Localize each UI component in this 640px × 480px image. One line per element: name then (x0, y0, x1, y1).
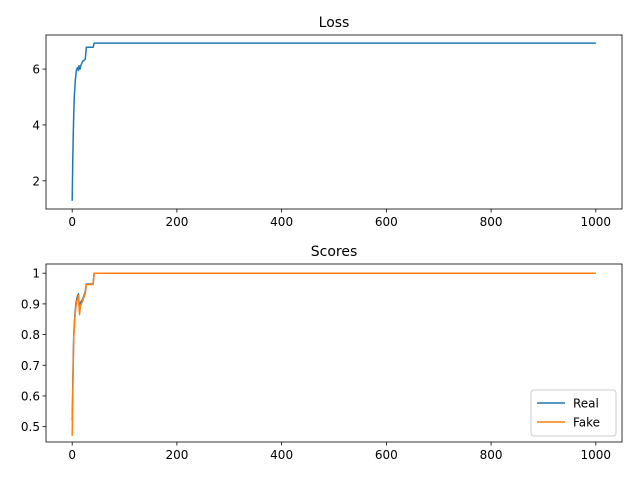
legend-box (530, 389, 617, 437)
axes-frame (45, 34, 623, 210)
subplot-1: Scores 0 200 400 600 800 1000 0.5 0.6 0.7 0.8 0.9 1 R… (21, 244, 623, 462)
legend-label-fake: Fake (573, 416, 600, 430)
x-tick-label: 1000 (581, 215, 612, 229)
x-tick-label: 800 (480, 448, 503, 462)
chart-title: Scores (311, 244, 358, 260)
x-tick-label: 0 (68, 448, 76, 462)
x-tick-label: 0 (68, 215, 76, 229)
y-tick-label: 4 (32, 118, 40, 132)
x-tick-label: 600 (375, 448, 398, 462)
x-tick-label: 600 (375, 215, 398, 229)
y-tick-label: 1 (32, 267, 40, 281)
chart-title: Loss (319, 15, 350, 31)
y-tick-label: 0.7 (21, 359, 40, 373)
x-tick-label: 1000 (581, 448, 612, 462)
series-line-0 (71, 42, 596, 201)
y-tick-label: 2 (32, 174, 40, 188)
axes-frame (45, 263, 623, 443)
x-tick-label: 200 (165, 448, 188, 462)
x-tick-label: 400 (270, 215, 293, 229)
y-tick-label: 0.6 (21, 389, 40, 403)
x-tick-label: 800 (480, 215, 503, 229)
y-tick-label: 0.8 (21, 328, 40, 342)
x-tick-label: 400 (270, 448, 293, 462)
subplot-0: Loss 0 200 400 600 800 1000 2 4 6 (32, 15, 623, 229)
y-tick-label: 6 (32, 63, 40, 77)
y-tick-label: 0.9 (21, 297, 40, 311)
series-line-fake (71, 272, 596, 436)
y-tick-label: 0.5 (21, 420, 40, 434)
x-tick-label: 200 (165, 215, 188, 229)
legend-label-real: Real (573, 397, 599, 411)
